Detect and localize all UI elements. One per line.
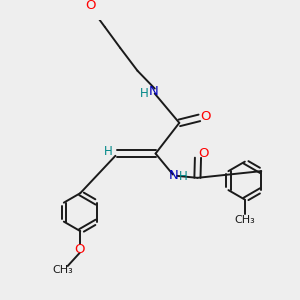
Text: H: H xyxy=(140,87,149,100)
Text: O: O xyxy=(85,0,95,12)
Text: O: O xyxy=(198,147,209,160)
Text: CH₃: CH₃ xyxy=(235,215,255,225)
Text: O: O xyxy=(200,110,211,123)
Text: CH₃: CH₃ xyxy=(52,265,73,275)
Text: H: H xyxy=(179,170,188,183)
Text: N: N xyxy=(148,85,158,98)
Text: N: N xyxy=(169,169,178,182)
Text: H: H xyxy=(104,145,113,158)
Text: O: O xyxy=(74,243,85,256)
